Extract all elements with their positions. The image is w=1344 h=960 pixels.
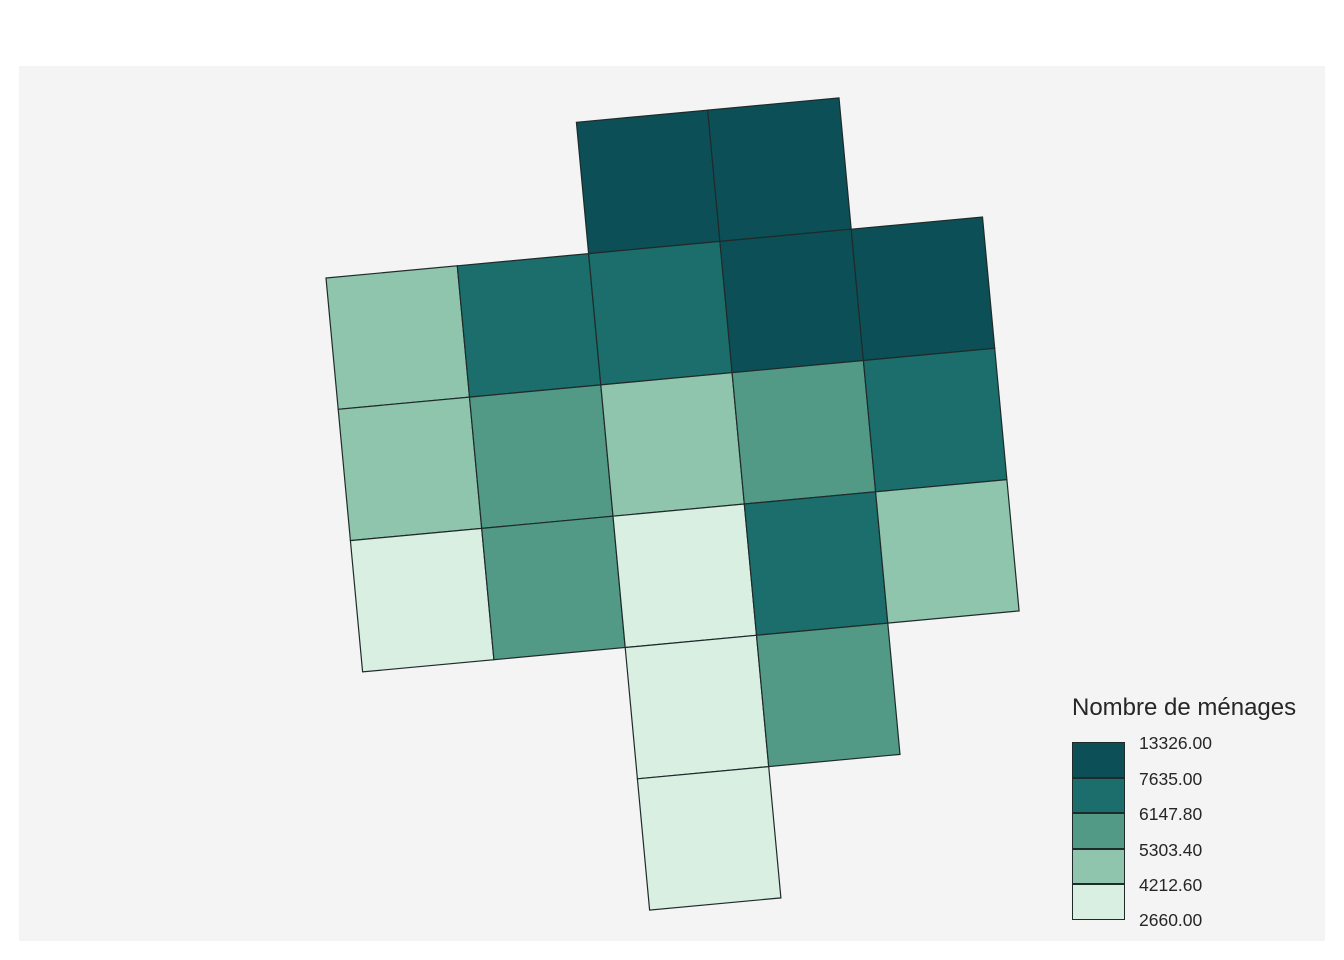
map-cell-r1-c4 (850, 216, 996, 362)
map-cell-r3-c4 (874, 478, 1020, 624)
map-cell-r4-c3 (755, 622, 901, 768)
legend-swatch (1072, 742, 1125, 778)
map-cell-r2-c1 (468, 384, 614, 530)
legend-swatch (1072, 884, 1125, 920)
legend-title: Nombre de ménages (1072, 694, 1297, 721)
legend-swatch (1072, 848, 1125, 884)
legend-row: 13326.00 (1072, 733, 1332, 778)
legend: Nombre de ménages 13326.00 7635.00 6147.80… (1072, 692, 1332, 930)
legend-break-label: 6147.80 (1139, 804, 1203, 824)
legend-swatch (1072, 777, 1125, 813)
map-cell-r2-c0 (337, 396, 483, 542)
legend-break-label: 13326.00 (1139, 733, 1212, 753)
map-cell-r3-c2 (612, 503, 758, 649)
legend-row: 5303.40 (1072, 840, 1332, 884)
map-cell-r1-c3 (719, 228, 865, 374)
legend-break-label: 4212.60 (1139, 875, 1203, 895)
legend-swatch (1072, 813, 1125, 849)
legend-break-label: 2660.00 (1139, 910, 1203, 930)
choropleth-map (325, 97, 1020, 911)
map-cell-r2-c3 (731, 359, 877, 505)
legend-break-label: 5303.40 (1139, 839, 1203, 860)
legend-rows: 13326.00 7635.00 6147.80 5303.40 4212.60 2660… (1072, 733, 1332, 930)
map-cell-r0-c2 (575, 109, 721, 255)
legend-row: 7635.00 (1072, 769, 1332, 813)
map-cell-r0-c3 (707, 97, 852, 243)
map-cell-r2-c4 (862, 347, 1008, 493)
map-cell-r5-c2 (636, 765, 782, 911)
legend-row: 6147.80 (1072, 804, 1332, 849)
map-cell-r3-c0 (349, 527, 495, 673)
map-cell-r3-c3 (743, 491, 889, 636)
map-cell-r1-c2 (587, 240, 733, 386)
map-panel (19, 66, 1325, 941)
map-cell-r2-c2 (600, 372, 745, 517)
legend-break-label: 7635.00 (1139, 768, 1203, 789)
map-cell-r3-c1 (481, 515, 626, 661)
map-cell-r1-c0 (325, 265, 471, 410)
map-cell-r4-c2 (624, 634, 770, 780)
legend-row: 4212.60 2660.00 (1072, 875, 1332, 930)
map-cell-r1-c1 (456, 252, 602, 398)
